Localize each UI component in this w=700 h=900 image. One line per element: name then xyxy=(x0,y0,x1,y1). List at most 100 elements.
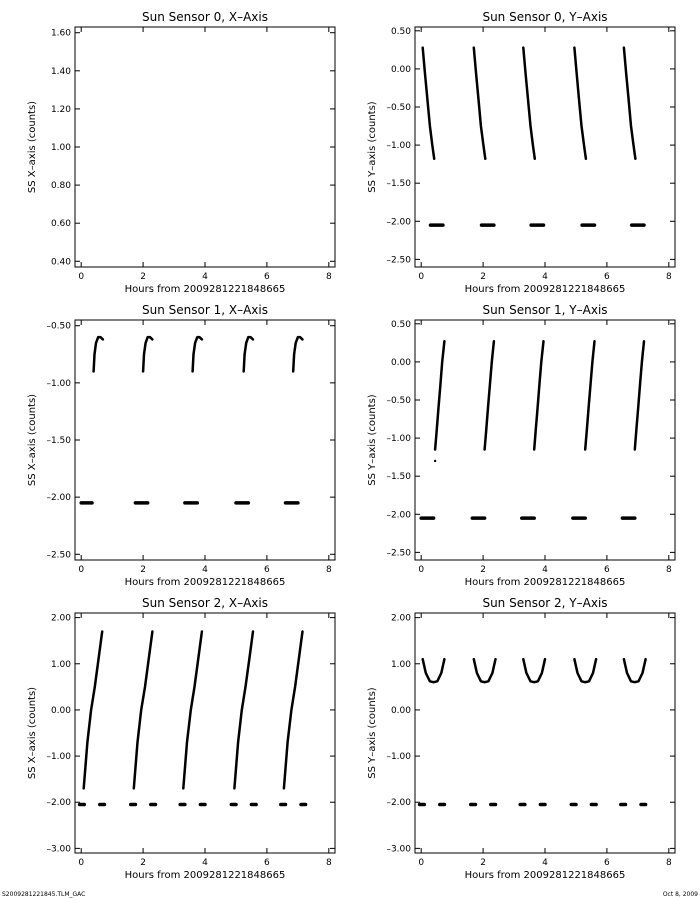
data-curve-segment xyxy=(472,657,497,684)
plot-frame xyxy=(74,319,336,561)
chart-title: Sun Sensor 1, X–Axis xyxy=(142,303,268,317)
y-tick-label: –1.00 xyxy=(386,752,411,762)
data-curve-segment xyxy=(82,630,104,790)
y-tick-label: 0.50 xyxy=(391,320,411,330)
data-curve-segment xyxy=(421,46,436,161)
x-tick-label: 4 xyxy=(202,272,208,282)
y-tick-label: –2.00 xyxy=(46,798,71,808)
y-tick-label: –3.00 xyxy=(46,844,71,854)
plot-frame xyxy=(74,26,336,268)
data-curve-segment xyxy=(633,340,646,451)
y-tick-label: –2.00 xyxy=(46,493,71,503)
y-tick-label: 0.40 xyxy=(51,257,71,267)
y-tick-label: –2.00 xyxy=(386,510,411,520)
chart-title: Sun Sensor 0, Y–Axis xyxy=(482,10,607,24)
chart-title: Sun Sensor 1, Y–Axis xyxy=(482,303,607,317)
x-tick-label: 0 xyxy=(78,858,84,868)
x-tick-label: 0 xyxy=(78,565,84,575)
y-axis-label: SS Y–axis (counts) xyxy=(367,687,378,779)
data-curve-segment xyxy=(233,630,255,790)
x-tick-label: 8 xyxy=(666,272,672,282)
x-tick-label: 2 xyxy=(480,565,486,575)
y-tick-label: –1.00 xyxy=(46,379,71,389)
data-curve-segment xyxy=(532,340,545,451)
y-tick-label: –1.00 xyxy=(46,752,71,762)
y-tick-label: –0.50 xyxy=(386,103,411,113)
y-tick-label: 2.00 xyxy=(51,614,71,624)
chart-panel-1: Sun Sensor 0, Y–Axis 0 2 4 6 8 0.50 0.00 –0.50 –1… xyxy=(367,10,676,295)
x-axis-label: Hours from 20092812218​48665 xyxy=(465,577,626,588)
y-tick-label: 0.00 xyxy=(391,706,411,716)
x-tick-label: 2 xyxy=(140,565,146,575)
x-axis-label: Hours from 20092812218​48665 xyxy=(125,577,286,588)
y-tick-label: 0.80 xyxy=(51,181,71,191)
y-tick-label: –3.00 xyxy=(386,844,411,854)
chart-panel-5: Sun Sensor 2, Y–Axis 0 2 4 6 8 2.00 1.00 0.00 –1.… xyxy=(367,596,676,881)
y-axis-label: SS Y–axis (counts) xyxy=(367,394,378,486)
data-curve-segment xyxy=(483,340,496,451)
y-tick-label: –1.50 xyxy=(46,436,71,446)
data-curve-segment xyxy=(291,335,304,373)
x-tick-label: 8 xyxy=(666,565,672,575)
plot-frame xyxy=(414,26,676,268)
data-curve-segment xyxy=(522,657,547,684)
data-curve-segment xyxy=(132,630,154,790)
x-tick-label: 6 xyxy=(604,858,610,868)
y-tick-label: –1.00 xyxy=(386,141,411,151)
y-tick-label: –0.50 xyxy=(386,396,411,406)
data-curve-segment xyxy=(472,46,487,161)
x-tick-label: 8 xyxy=(326,565,332,575)
y-tick-label: 1.00 xyxy=(51,143,71,153)
x-tick-label: 0 xyxy=(418,272,424,282)
x-tick-label: 6 xyxy=(264,858,270,868)
y-tick-label: –2.50 xyxy=(386,548,411,558)
x-tick-label: 6 xyxy=(264,565,270,575)
x-tick-label: 6 xyxy=(604,272,610,282)
x-tick-label: 4 xyxy=(202,858,208,868)
x-tick-label: 4 xyxy=(202,565,208,575)
y-tick-label: 2.00 xyxy=(391,614,411,624)
y-tick-label: 1.00 xyxy=(51,660,71,670)
y-tick-label: –0.50 xyxy=(46,322,71,332)
chart-panel-2: Sun Sensor 1, X–Axis 0 2 4 6 8 –0.50 –1.00 –1.50… xyxy=(27,303,336,588)
plot-frame xyxy=(74,612,336,854)
data-point xyxy=(433,459,437,463)
data-curve-segment xyxy=(182,630,204,790)
y-axis-label: SS Y–axis (counts) xyxy=(367,101,378,193)
x-axis-label: Hours from 20092812218​48665 xyxy=(465,870,626,881)
y-tick-label: 0.00 xyxy=(391,65,411,75)
x-tick-label: 8 xyxy=(666,858,672,868)
data-curve-segment xyxy=(433,340,446,451)
chart-title: Sun Sensor 0, X–Axis xyxy=(142,10,268,24)
data-curve-segment xyxy=(522,46,537,161)
x-tick-label: 2 xyxy=(140,272,146,282)
data-curve-segment xyxy=(92,335,105,373)
data-curve-segment xyxy=(141,335,154,373)
data-curve-segment xyxy=(622,657,647,684)
chart-panel-4: Sun Sensor 2, X–Axis 0 2 4 6 8 2.00 1.00 0.00 –1.… xyxy=(27,596,336,881)
y-tick-label: –1.50 xyxy=(386,179,411,189)
y-tick-label: –2.00 xyxy=(386,798,411,808)
footer-date: Oct 8, 2009 xyxy=(662,891,698,898)
x-tick-label: 2 xyxy=(140,858,146,868)
chart-title: Sun Sensor 2, X–Axis xyxy=(142,596,268,610)
x-tick-label: 6 xyxy=(604,565,610,575)
y-tick-label: –1.00 xyxy=(386,434,411,444)
y-axis-label: SS X–axis (counts) xyxy=(27,394,38,486)
y-axis-label: SS X–axis (counts) xyxy=(27,101,38,193)
data-curve-segment xyxy=(573,46,588,161)
x-tick-label: 8 xyxy=(326,858,332,868)
y-tick-label: 0.50 xyxy=(391,27,411,37)
x-tick-label: 0 xyxy=(418,565,424,575)
x-tick-label: 0 xyxy=(78,272,84,282)
y-tick-label: –1.50 xyxy=(386,472,411,482)
data-curve-segment xyxy=(421,657,446,684)
x-tick-label: 4 xyxy=(542,565,548,575)
y-tick-label: 0.00 xyxy=(51,706,71,716)
data-curve-segment xyxy=(282,630,304,790)
x-tick-label: 2 xyxy=(480,858,486,868)
y-tick-label: 1.60 xyxy=(51,29,71,39)
data-curve-segment xyxy=(573,657,598,684)
y-tick-label: –2.50 xyxy=(386,255,411,265)
y-tick-label: 1.00 xyxy=(391,660,411,670)
